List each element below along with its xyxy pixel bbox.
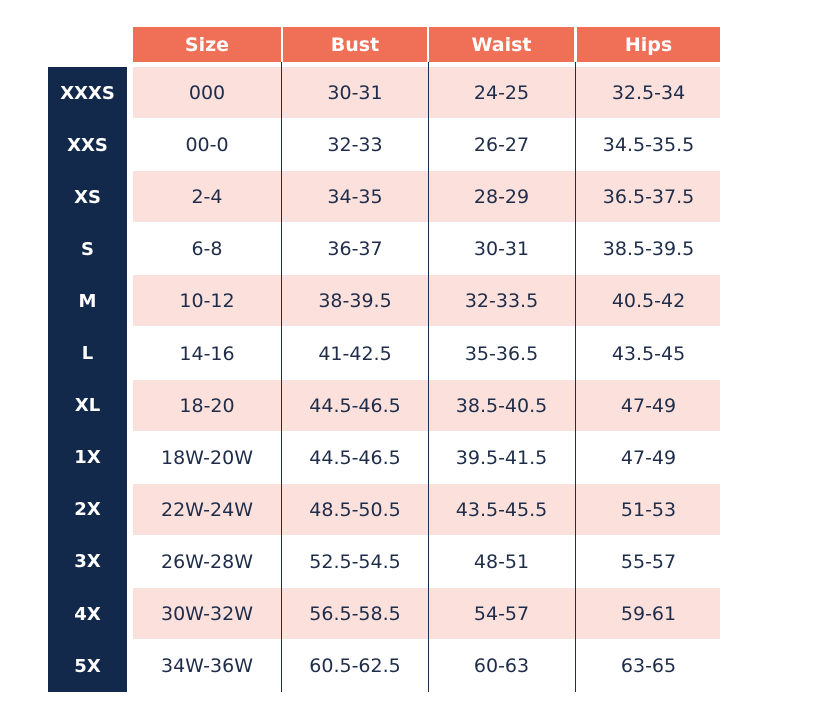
column-divider [428,62,429,693]
table-cell: 41-42.5 [318,342,392,365]
row-header: XS [74,186,101,208]
row-header: 2X [74,499,101,521]
table-cell: 60.5-62.5 [309,655,401,678]
table-cell: 34W-36W [160,655,253,678]
table-cell: 18-20 [179,394,235,417]
row-stripe [133,588,720,640]
table-cell: 32-33 [327,134,383,157]
row-header: L [81,343,94,365]
column-divider [575,62,576,693]
row-header-band [48,67,127,693]
table-cell: 34-35 [327,186,383,209]
row-header: 1X [74,447,101,469]
column-header: Hips [577,27,720,62]
column-header: Bust [283,27,427,62]
table-cell: 30-31 [327,82,383,105]
table-cell: 00-0 [185,134,229,157]
column-header: Waist [429,27,574,62]
table-cell: 32.5-34 [611,82,686,105]
table-cell: 2-4 [191,186,223,209]
table-cell: 10-12 [179,290,235,313]
table-cell: 48-51 [473,550,530,573]
table-cell: 39.5-41.5 [455,446,548,469]
table-cell: 59-61 [620,603,677,626]
table-cell: 22W-24W [160,498,253,521]
table-cell: 36.5-37.5 [602,186,695,209]
row-header: M [78,290,97,312]
table-cell: 26-27 [473,134,530,157]
column-header: Size [133,27,281,62]
table-cell: 56.5-58.5 [309,603,401,626]
table-cell: 30W-32W [160,603,253,626]
row-header: XXXS [60,82,115,104]
table-cell: 24-25 [473,82,530,105]
table-cell: 14-16 [179,342,235,365]
table-cell: 30-31 [473,238,530,261]
table-cell: 38.5-39.5 [602,238,695,261]
table-cell: 52.5-54.5 [309,550,401,573]
table-cell: 48.5-50.5 [309,498,401,521]
row-header: XL [74,395,101,417]
table-cell: 26W-28W [160,550,253,573]
table-cell: 47-49 [620,394,677,417]
table-cell: 43.5-45.5 [455,498,548,521]
table-cell: 6-8 [191,238,223,261]
table-cell: 47-49 [620,446,677,469]
table-cell: 18W-20W [160,446,253,469]
table-cell: 43.5-45 [611,342,686,365]
row-stripe [133,483,720,535]
table-cell: 40.5-42 [611,290,686,313]
column-divider [281,62,282,693]
table-cell: 63-65 [620,655,677,678]
table-cell: 38.5-40.5 [455,394,548,417]
table-cell: 35-36.5 [464,342,539,365]
row-stripe [133,275,720,327]
row-header: 3X [74,551,101,573]
row-header: 5X [74,655,101,677]
table-cell: 51-53 [620,498,677,521]
table-cell: 34.5-35.5 [602,134,695,157]
row-header: S [81,238,94,260]
table-cell: 32-33.5 [464,290,539,313]
row-header: XXS [67,134,108,156]
table-cell: 60-63 [473,655,530,678]
table-cell: 55-57 [620,550,677,573]
row-stripe [133,171,720,223]
row-stripe [133,379,720,431]
table-cell: 28-29 [473,186,530,209]
table-cell: 44.5-46.5 [309,446,401,469]
table-cell: 54-57 [473,603,530,626]
table-cell: 000 [188,82,226,105]
table-cell: 44.5-46.5 [309,394,401,417]
table-cell: 38-39.5 [318,290,392,313]
row-header: 4X [74,603,101,625]
row-stripe [133,67,720,119]
table-cell: 36-37 [327,238,383,261]
